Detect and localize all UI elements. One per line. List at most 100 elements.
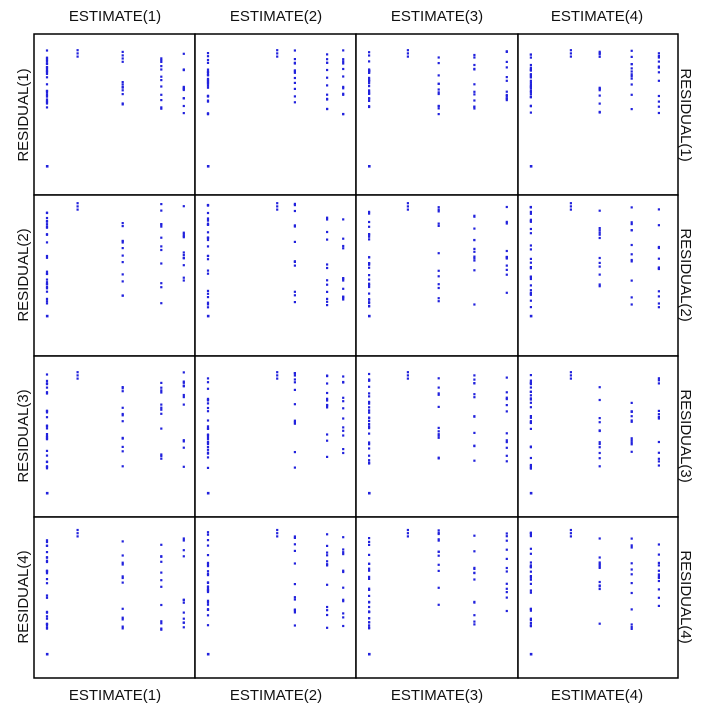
data-point [368,610,371,613]
data-point [473,623,476,626]
data-point [437,563,440,566]
data-point [368,577,371,580]
data-point [293,81,296,84]
data-point [342,287,345,290]
data-point [368,92,371,95]
data-point [276,55,279,58]
data-point [160,248,163,252]
data-point [473,378,476,381]
data-point [326,266,329,270]
data-point [437,210,440,213]
data-point [182,621,185,624]
data-point [293,49,296,52]
data-point [182,279,185,282]
data-point [182,264,185,267]
data-point [206,381,210,384]
data-point [206,70,210,73]
data-point [342,277,345,280]
data-point [121,83,124,86]
data-point [206,614,210,617]
data-point [529,257,532,260]
data-point [630,49,633,52]
data-point [569,52,572,55]
data-point [342,548,345,551]
data-point [182,617,185,620]
data-point [160,454,163,458]
data-point [505,222,508,225]
data-point [45,95,49,98]
data-point [437,569,440,572]
data-point [121,406,124,409]
data-point [45,411,49,414]
data-point [293,549,296,552]
data-point [529,619,532,622]
data-point [121,412,124,416]
data-point [569,208,572,211]
data-point [45,71,49,74]
data-point [630,415,633,418]
data-point [206,603,210,606]
data-point [368,278,371,281]
data-point [368,409,371,412]
data-point [206,211,210,215]
data-point [293,95,296,98]
data-point [657,596,660,599]
data-point [342,62,345,65]
data-point [45,254,49,258]
data-point [45,241,49,244]
data-point [342,417,345,420]
data-point [326,279,329,282]
data-point [368,588,371,591]
data-point [121,225,124,228]
data-point [76,535,79,538]
data-point [368,298,371,301]
data-point [45,570,49,573]
data-point [473,600,476,603]
left-row-label-2: RESIDUAL(2) [15,228,32,321]
data-point [206,544,210,547]
data-point [276,528,279,532]
data-point [326,564,329,567]
data-point [160,622,163,625]
panel-r1-c3 [355,33,519,196]
data-point [45,233,49,236]
data-point [437,538,440,541]
data-point [368,97,371,100]
data-point [326,382,329,385]
top-col-label-1: ESTIMATE(1) [69,8,161,25]
data-point [657,52,660,55]
data-point [326,84,329,87]
data-point [45,302,49,305]
data-point [529,299,532,302]
data-point [206,531,210,534]
data-point [206,84,210,87]
data-point [326,58,329,61]
data-point [206,306,210,309]
data-point [598,429,601,432]
data-point [342,400,345,403]
data-point [121,85,124,89]
data-point [160,79,163,82]
data-point [657,409,660,412]
data-point [437,56,440,59]
data-point [657,105,660,108]
data-point [473,566,476,569]
right-row-label-4: RESIDUAL(4) [677,550,694,643]
data-point [630,55,633,58]
data-point [121,575,124,578]
data-point [437,286,440,290]
data-point [160,282,163,285]
data-point [529,291,532,294]
panel-r1-c1 [33,33,196,196]
data-point [293,101,296,104]
data-point [326,406,329,409]
data-point [326,283,329,286]
data-point [121,540,124,543]
data-point [529,87,532,90]
data-point [473,53,476,57]
data-point [206,301,210,304]
data-point [182,68,185,71]
data-point [473,257,476,260]
data-point [121,386,124,389]
data-point [293,624,296,627]
